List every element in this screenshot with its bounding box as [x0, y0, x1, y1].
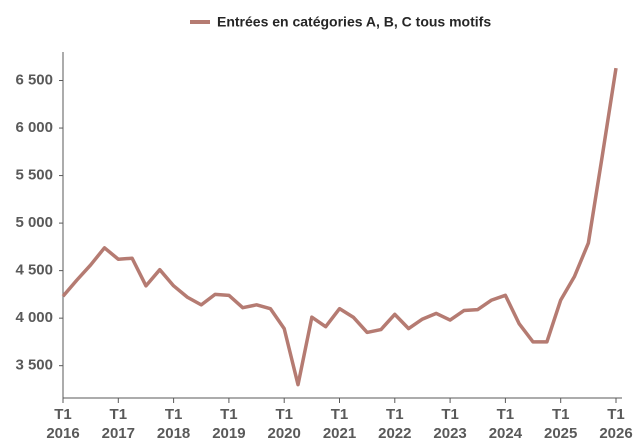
y-tick-label: 5 000: [15, 214, 53, 231]
x-tick-label: 2018: [157, 425, 190, 442]
x-tick-label: 2020: [268, 425, 301, 442]
x-tick-label: 2024: [489, 425, 523, 442]
x-tick-label: T1: [331, 406, 349, 423]
y-tick-label: 6 500: [15, 71, 53, 88]
y-tick-label: 5 500: [15, 167, 53, 184]
x-tick-label: T1: [110, 406, 128, 423]
legend-label: Entrées en catégories A, B, C tous motif…: [217, 14, 491, 30]
x-tick-label: 2019: [212, 425, 245, 442]
y-tick-label: 4 500: [15, 262, 53, 279]
x-tick-label: T1: [386, 406, 404, 423]
x-tick-label: T1: [497, 406, 515, 423]
x-tick-label: T1: [54, 406, 72, 423]
x-tick-label: 2022: [378, 425, 411, 442]
x-tick-label: T1: [165, 406, 183, 423]
line-series: [61, 67, 618, 387]
x-tick-label: T1: [441, 406, 459, 423]
x-tick-label: T1: [552, 406, 570, 423]
y-tick-label: 4 000: [15, 309, 53, 326]
y-tick-label: 6 000: [15, 119, 53, 136]
y-tick-label: 3 500: [15, 357, 53, 374]
x-tick-label: T1: [275, 406, 293, 423]
x-tick-label: 2016: [46, 425, 79, 442]
x-tick-label: T1: [607, 406, 625, 423]
x-tick-label: 2026: [599, 425, 632, 442]
x-tick-label: 2021: [323, 425, 356, 442]
x-tick-label: 2023: [433, 425, 466, 442]
x-tick-label: 2025: [544, 425, 577, 442]
x-tick-label: T1: [220, 406, 238, 423]
x-tick-label: 2017: [102, 425, 135, 442]
